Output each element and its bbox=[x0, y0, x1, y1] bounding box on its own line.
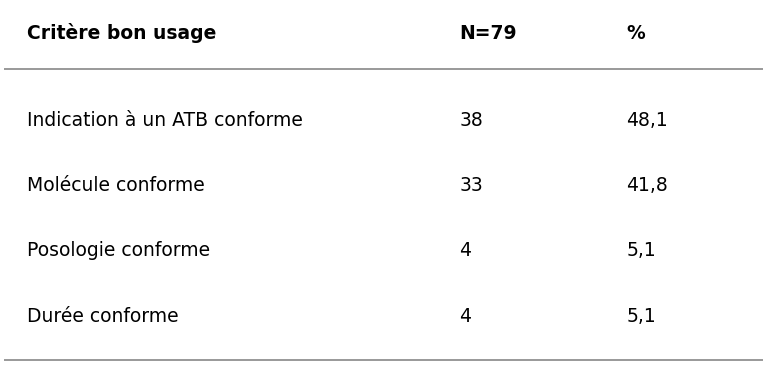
Text: Critère bon usage: Critère bon usage bbox=[27, 23, 216, 43]
Text: 33: 33 bbox=[459, 176, 483, 195]
Text: 4: 4 bbox=[459, 241, 472, 260]
Text: Posologie conforme: Posologie conforme bbox=[27, 241, 210, 260]
Text: Molécule conforme: Molécule conforme bbox=[27, 176, 205, 195]
Text: Durée conforme: Durée conforme bbox=[27, 306, 179, 326]
Text: 5,1: 5,1 bbox=[627, 241, 656, 260]
Text: 5,1: 5,1 bbox=[627, 306, 656, 326]
Text: 48,1: 48,1 bbox=[627, 111, 668, 130]
Text: 41,8: 41,8 bbox=[627, 176, 668, 195]
Text: 4: 4 bbox=[459, 306, 472, 326]
Text: N=79: N=79 bbox=[459, 24, 517, 43]
Text: %: % bbox=[627, 24, 645, 43]
Text: 38: 38 bbox=[459, 111, 483, 130]
Text: Indication à un ATB conforme: Indication à un ATB conforme bbox=[27, 111, 303, 130]
